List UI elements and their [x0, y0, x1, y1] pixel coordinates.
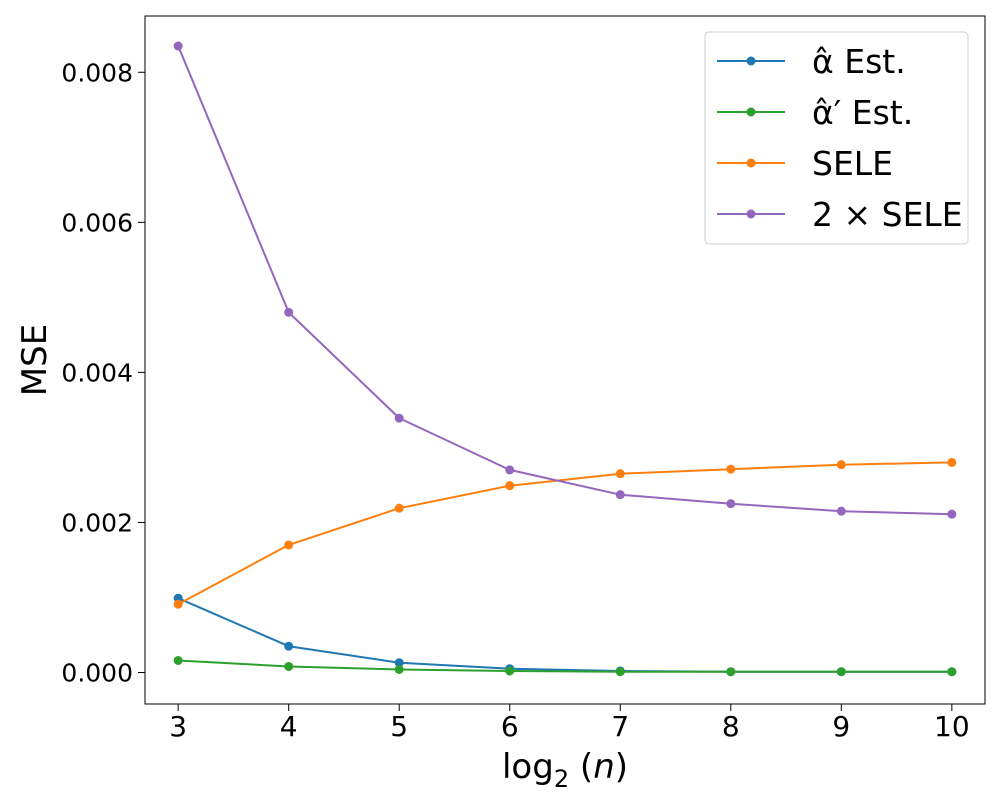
- legend-label: α̂′ Est.: [812, 93, 913, 132]
- legend-item-1: α̂′ Est.: [717, 93, 913, 132]
- legend: α̂ Est. α̂′ Est. SELE 2 × SELE: [704, 31, 969, 245]
- y-tick-label: 0.006: [61, 208, 133, 237]
- series-3: [173, 41, 957, 519]
- data-point: [505, 481, 515, 491]
- y-tick-label: 0.000: [61, 658, 133, 687]
- series-line: [177, 597, 952, 673]
- y-axis: 0.000 0.002 0.004 0.006 0.008: [61, 58, 145, 687]
- data-point: [615, 469, 625, 479]
- series-layer: [173, 41, 957, 677]
- data-point: [615, 667, 625, 677]
- legend-item-0: α̂ Est.: [717, 42, 906, 81]
- data-point: [947, 457, 957, 467]
- x-tick-label: 7: [611, 710, 629, 743]
- series-1: [173, 655, 957, 677]
- legend-box: [704, 31, 969, 245]
- data-point: [284, 641, 294, 651]
- x-tick-label: 6: [501, 710, 519, 743]
- data-point: [615, 490, 625, 500]
- data-point: [726, 667, 736, 677]
- legend-marker: [746, 209, 756, 219]
- data-point: [173, 41, 183, 51]
- x-axis: 3 4 5 6 7 8 9 10: [169, 704, 970, 743]
- data-point: [284, 307, 294, 317]
- legend-item-3: 2 × SELE: [717, 195, 963, 234]
- data-point: [947, 509, 957, 519]
- data-point: [836, 506, 846, 516]
- legend-label: 2 × SELE: [812, 195, 963, 234]
- x-tick-label: 8: [722, 710, 740, 743]
- data-point: [836, 667, 846, 677]
- data-point: [284, 661, 294, 671]
- data-point: [726, 499, 736, 509]
- legend-label: α̂ Est.: [812, 42, 906, 81]
- y-tick-label: 0.002: [61, 508, 133, 537]
- y-tick-label: 0.008: [61, 58, 133, 87]
- data-point: [394, 658, 404, 668]
- data-point: [505, 465, 515, 475]
- series-line: [177, 461, 952, 606]
- x-tick-label: 9: [832, 710, 850, 743]
- data-point: [505, 666, 515, 676]
- data-point: [284, 540, 294, 550]
- series-2: [173, 457, 957, 609]
- data-point: [726, 464, 736, 474]
- legend-label: SELE: [812, 144, 893, 183]
- x-axis-title: log2 (n): [502, 747, 628, 793]
- x-tick-label: 3: [169, 710, 187, 743]
- data-point: [394, 503, 404, 513]
- data-point: [394, 664, 404, 674]
- data-point: [173, 599, 183, 609]
- data-point: [173, 655, 183, 665]
- legend-marker: [746, 56, 756, 66]
- x-tick-label: 4: [280, 710, 298, 743]
- data-point: [394, 413, 404, 423]
- data-point: [836, 460, 846, 470]
- legend-marker: [746, 107, 756, 117]
- legend-marker: [746, 158, 756, 168]
- data-point: [947, 667, 957, 677]
- plot-frame: [144, 15, 986, 705]
- x-tick-label: 5: [390, 710, 408, 743]
- y-axis-title: MSE: [15, 324, 55, 396]
- legend-item-2: SELE: [717, 144, 893, 183]
- series-line: [178, 659, 952, 673]
- y-tick-label: 0.004: [61, 358, 133, 387]
- x-tick-label: 10: [934, 710, 970, 743]
- series-line: [177, 45, 952, 516]
